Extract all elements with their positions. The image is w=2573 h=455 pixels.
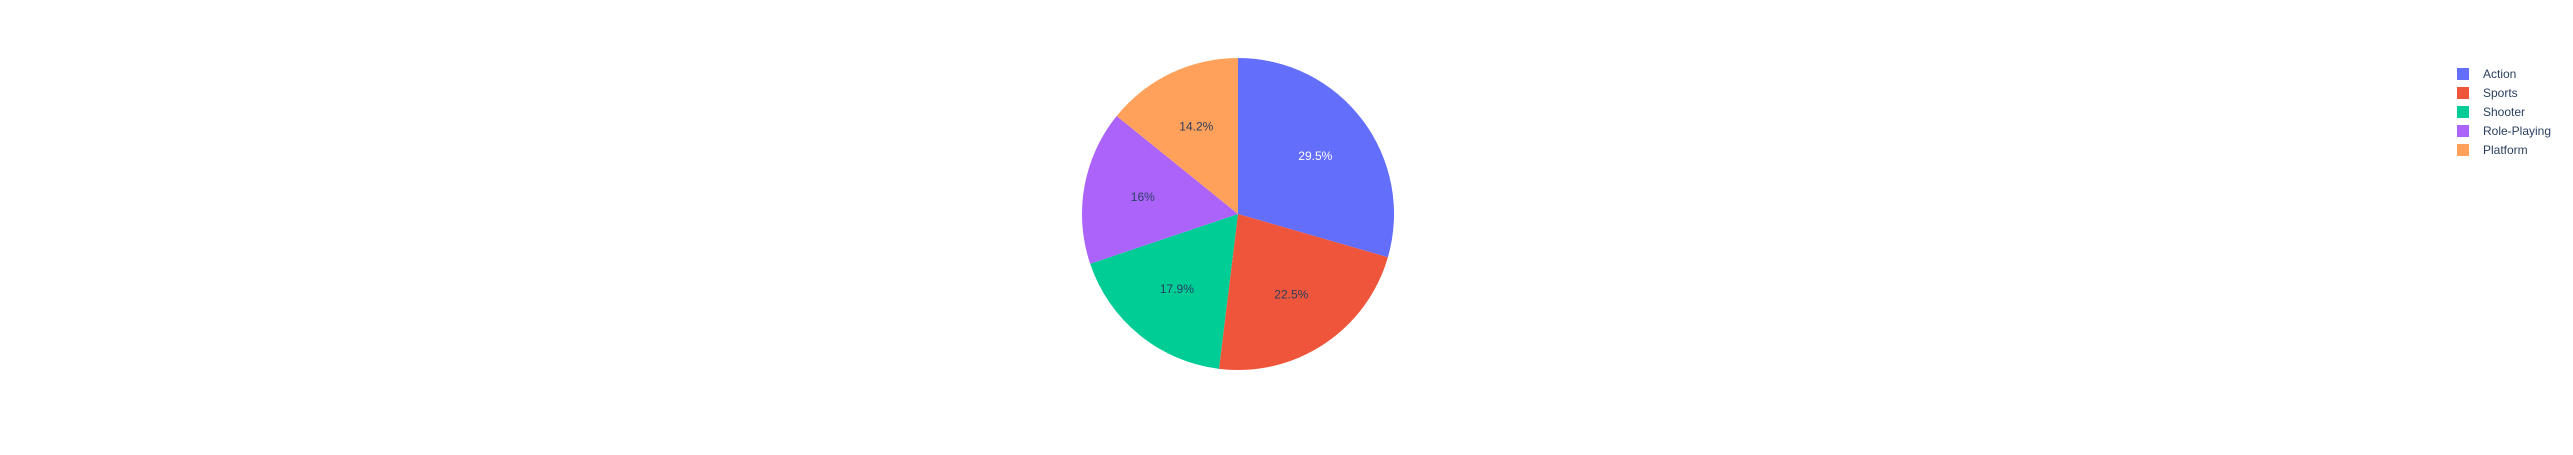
pie-slices [1082, 58, 1394, 370]
legend-label: Action [2483, 67, 2516, 81]
legend-swatch [2457, 106, 2469, 118]
legend-item-role-playing[interactable]: Role-Playing [2457, 124, 2551, 138]
pie-slice-shooter [1090, 214, 1238, 369]
slice-label-platform: 14.2% [1179, 120, 1213, 134]
slice-label-shooter: 17.9% [1160, 282, 1194, 296]
legend-swatch [2457, 144, 2469, 156]
legend-item-shooter[interactable]: Shooter [2457, 105, 2525, 119]
pie-slice-action [1238, 58, 1394, 258]
pie-slice-platform [1116, 58, 1238, 214]
legend-label: Shooter [2483, 105, 2525, 119]
legend-swatch [2457, 125, 2469, 137]
legend: Action Sports Shooter Role-Playing Platform [2457, 67, 2551, 157]
pie-slice-role-playing [1082, 115, 1238, 264]
slice-label-action: 29.5% [1298, 149, 1332, 163]
legend-label: Platform [2483, 143, 2528, 157]
legend-item-sports[interactable]: Sports [2457, 86, 2518, 100]
pie-slice-labels: 29.5% 22.5% 17.9% 16% 14.2% [1131, 120, 1333, 302]
legend-label: Role-Playing [2483, 124, 2551, 138]
legend-item-platform[interactable]: Platform [2457, 143, 2528, 157]
pie-slice-sports [1218, 214, 1388, 370]
slice-label-role-playing: 16% [1131, 190, 1155, 204]
legend-label: Sports [2483, 86, 2518, 100]
legend-item-action[interactable]: Action [2457, 67, 2516, 81]
legend-swatch [2457, 68, 2469, 80]
slice-label-sports: 22.5% [1274, 288, 1308, 302]
legend-swatch [2457, 87, 2469, 99]
